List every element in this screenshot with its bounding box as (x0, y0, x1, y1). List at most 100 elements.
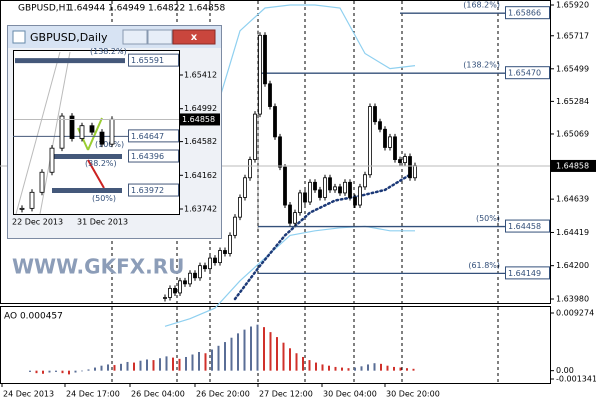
ao-title: AO 0.000457 (4, 312, 63, 322)
candle-body (59, 115, 65, 149)
level-note: (50%) (476, 214, 500, 223)
level-box (505, 66, 550, 80)
x-tick-label: 22 Dec 2013 (12, 218, 63, 227)
candle-body (193, 272, 197, 279)
level-label: 1.65470 (508, 69, 541, 78)
level-note: (100%) (95, 140, 124, 149)
candle-body (49, 147, 55, 173)
candle-body (243, 177, 247, 198)
inset-title: GBPUSD,Daily (30, 31, 108, 44)
level-label: 1.65591 (131, 56, 164, 65)
candle-body (283, 166, 287, 206)
candle-body (39, 171, 45, 193)
level-note: (138.2%) (90, 47, 127, 56)
candle-body (248, 159, 252, 179)
candle-body (328, 177, 332, 191)
level-label: 1.64458 (508, 222, 541, 231)
y-tick-label: 1.64200 (556, 261, 589, 270)
candle-body (223, 250, 227, 254)
candle-body (288, 204, 292, 224)
decor-line (87, 159, 105, 189)
candle-body (69, 115, 75, 139)
candle-body (268, 83, 272, 107)
x-tick-label: 30 Dec 04:00 (323, 390, 377, 399)
candle-body (188, 272, 192, 285)
main-frame (0, 0, 551, 304)
y-tick-label: 1.64419 (556, 228, 589, 237)
candle-body (208, 257, 212, 270)
inset-layer: 1.65412 1.64992 1.64582 1.64162 1.63742 1.655… (12, 47, 220, 227)
level-box (128, 53, 179, 67)
y-tick-label: 1.65499 (556, 64, 589, 73)
x-tick-label: 31 Dec 2013 (77, 218, 128, 227)
candle-body (398, 159, 402, 164)
candle-body (298, 192, 302, 214)
candle-body (343, 181, 347, 194)
x-tick-label: 26 Dec 20:00 (196, 390, 250, 399)
watermark: WWW.GKFX.RU (12, 255, 184, 279)
ao-layer: 0.009274 0.00-0.001341 (29, 309, 596, 384)
candle-body (99, 131, 105, 145)
candle-body (383, 128, 387, 148)
level-box (128, 183, 179, 197)
ao-frame (0, 306, 551, 384)
candle-body (89, 125, 95, 133)
level-note: (168.2%) (463, 1, 500, 10)
candle-body (393, 136, 397, 160)
candle-body (29, 191, 35, 209)
y-tick-label: 0.00 (556, 366, 574, 375)
candle-body (333, 186, 337, 191)
level-note: (38.2%) (85, 159, 117, 168)
candle-body (303, 192, 307, 203)
y-tick-label: 1.63980 (556, 295, 589, 304)
level-box (128, 149, 179, 163)
candle-body (378, 121, 382, 130)
y-tick-label: 1.65284 (556, 97, 589, 106)
candle-body (308, 181, 312, 203)
y-tick-label: 1.65412 (184, 71, 217, 80)
y-tick-label: 1.65717 (556, 31, 589, 40)
candle-body (338, 186, 342, 194)
level-box (505, 266, 550, 280)
level-label: 1.63972 (131, 186, 164, 195)
decor-line (15, 51, 61, 215)
level-box (505, 219, 550, 233)
y-tick-label: 1.65069 (556, 129, 589, 138)
candle-body (318, 189, 322, 198)
y-tick-label: 1.64582 (184, 137, 217, 146)
candle-body (238, 197, 242, 218)
close-button[interactable] (172, 29, 216, 45)
x-tick-label: 24 Dec 17:00 (66, 390, 120, 399)
candle-body (313, 181, 317, 191)
decor-line (87, 117, 103, 151)
candle-body (403, 156, 407, 164)
window-icon (12, 30, 26, 44)
candle-body (218, 250, 222, 264)
current-price-box (180, 113, 220, 126)
header-price: 1.64858 (188, 4, 225, 14)
candle-body (368, 106, 372, 176)
minimize-button[interactable] (122, 29, 148, 45)
candle-body (388, 136, 392, 148)
candle-body (79, 125, 85, 139)
candle-body (273, 106, 277, 138)
candle-body (173, 287, 177, 294)
x-tick-label: 24 Dec 2013 (3, 390, 54, 399)
current-price: 1.64858 (556, 161, 589, 170)
candle-body (233, 216, 237, 236)
header-price: 1.64944 (68, 4, 105, 14)
decor-line (39, 51, 71, 215)
candle-body (348, 181, 352, 198)
candle-body (228, 234, 232, 254)
level-box (505, 6, 550, 20)
candle-body (358, 186, 362, 206)
maximize-button[interactable] (147, 29, 173, 45)
header-price: 1.64822 (148, 4, 185, 14)
candle-body (253, 113, 257, 160)
candle-body (198, 265, 202, 279)
candle-body (183, 280, 187, 285)
level-label: 1.65866 (508, 9, 541, 18)
level-note: (50%) (92, 194, 116, 203)
y-tick-label: 1.64162 (184, 171, 217, 180)
